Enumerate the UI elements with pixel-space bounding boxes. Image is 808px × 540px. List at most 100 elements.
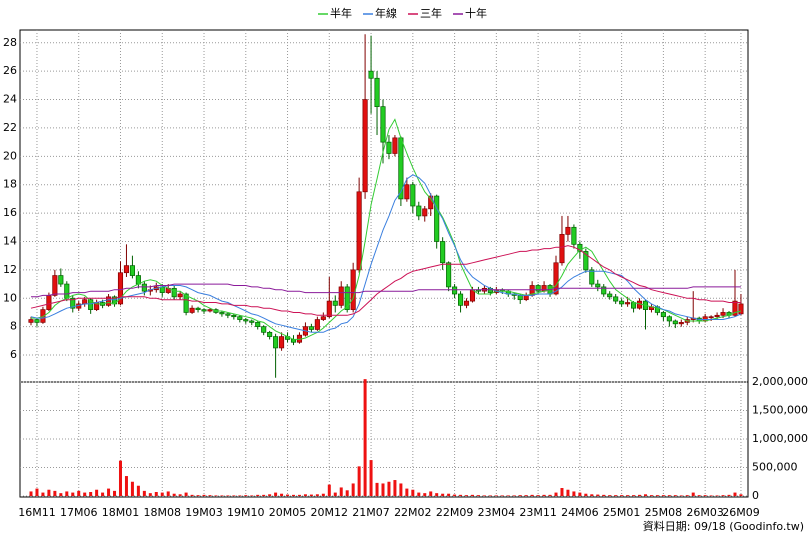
candle-body [732,300,738,316]
candle-body [225,313,231,316]
candle-body [565,226,571,235]
candle-body [249,320,255,323]
candle-body [625,302,631,305]
volume-bar [661,495,665,496]
y-tick-label: 16 [3,206,17,219]
volume-bar [101,492,105,496]
candle-body [320,316,326,320]
volume-bar [453,494,457,496]
x-tick-label: 25M08 [645,506,683,519]
volume-bar [286,494,290,496]
candle-body [404,184,410,200]
candle-body [571,226,577,245]
x-tick-label: 21M07 [352,506,390,519]
candle-body [267,331,273,337]
candle-body [362,99,368,193]
y-tick-label: 22 [3,121,17,134]
volume-bar [292,494,296,496]
candle-body [458,293,464,306]
volume-bar [107,488,111,496]
volume-bar [268,494,272,496]
volume-bar [715,495,719,496]
candle-body [416,205,422,217]
candle-body [446,262,452,288]
volume-bar [596,494,600,496]
y-tick-label: 6 [10,348,17,361]
volume-bar [124,476,128,496]
candle-body [135,275,141,285]
candle-body [380,106,386,143]
candle-body [386,141,392,154]
candle-body [469,289,476,302]
y-tick-label: 28 [3,36,17,49]
volume-bar [280,493,284,496]
volume-bar [435,493,439,496]
volume-bar [548,494,552,496]
volume-bar [614,495,618,496]
volume-bar [697,495,701,496]
volume-bar [733,492,737,496]
volume-bar [244,495,248,496]
legend-label: 半年 [330,6,352,20]
volume-bar [447,493,451,496]
y-tick-label: 26 [3,64,17,77]
candle-body [308,326,314,330]
candle-body [440,241,446,264]
footer: 資料日期: 09/18 (Goodinfo.tw) [643,519,804,533]
volume-bar [59,493,63,496]
volume-bar [29,491,33,496]
volume-bar [35,488,39,496]
x-tick-label: 26M09 [722,506,760,519]
candle-body [350,269,356,310]
volume-bar [41,492,45,496]
volume-bar [71,492,75,496]
volume-bar [309,494,313,496]
volume-bar [357,466,361,496]
volume-bar [136,485,140,496]
x-tick-label: 25M01 [603,506,641,519]
y2-tick-label: 500,000 [752,461,798,474]
volume-bar [202,494,206,496]
volume-bar [727,494,731,496]
candle-body [261,326,267,333]
volume-bar [154,492,158,496]
candle-body [70,297,76,309]
volume-bar [655,495,659,496]
volume-bar [405,488,409,496]
volume-bar [417,492,421,496]
volume-bar [315,494,319,496]
candle-body [535,285,541,292]
volume-bar [77,490,81,496]
volume-bar [339,487,343,496]
candle-body [40,309,46,323]
candle-body [34,319,40,323]
y2-tick-label: 2,000,000 [752,375,808,388]
y2-tick-label: 1,000,000 [752,432,808,445]
volume-bar [333,492,337,496]
volume-bar [399,483,403,496]
volume-bar [721,495,725,496]
volume-bar [429,491,433,496]
ma-line [30,174,742,333]
volume-bar [381,483,385,496]
volume-bar [196,495,200,496]
candle-body [672,320,678,325]
y-tick-label: 24 [3,93,17,106]
volume-bar [476,495,480,496]
x-tick-label: 22M09 [436,506,474,519]
volume-bar [274,492,278,496]
volume-bar [387,481,391,496]
legend: 半年 年線 三年 十年 [318,6,487,20]
candle-body [374,77,380,107]
volume-bar [578,492,582,496]
volume-bar [411,489,415,496]
ma-line [30,245,741,316]
candle-body [338,286,344,306]
x-tick-label: 23M11 [519,506,557,519]
volume-bar [739,494,743,496]
volume-bar [566,489,570,496]
volume-bar [667,495,671,496]
volume-bar [441,493,445,496]
volume-bar [190,494,194,496]
candle-body [201,309,207,312]
